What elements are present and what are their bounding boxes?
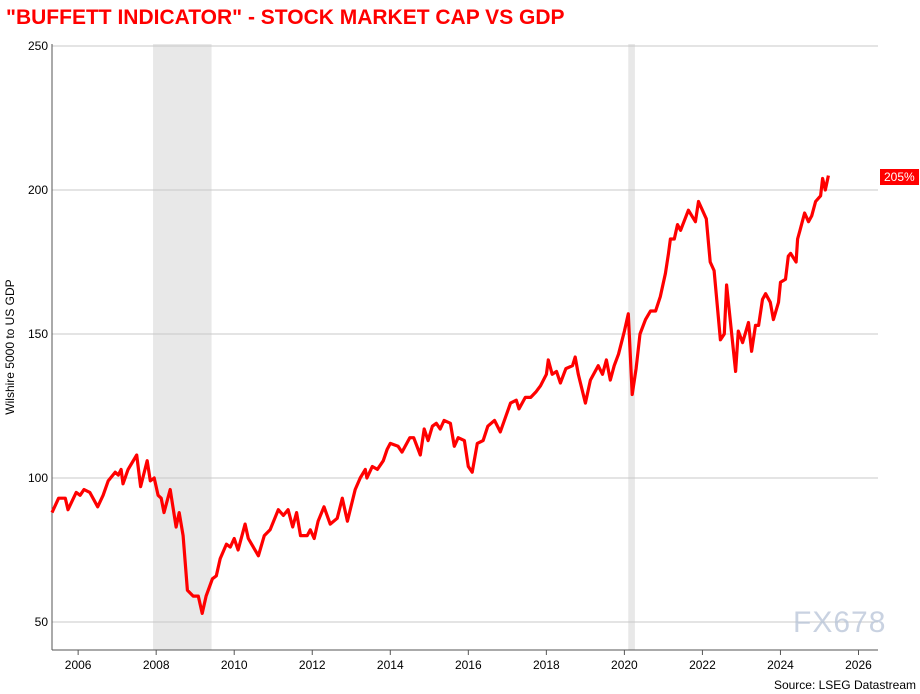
x-tick-label: 2024 [767,658,794,672]
y-tick-label: 200 [28,183,48,197]
x-tick-label: 2010 [221,658,248,672]
x-tick-label: 2008 [143,658,170,672]
recession-shading [153,44,635,650]
chart-title: "BUFFETT INDICATOR" - STOCK MARKET CAP V… [6,6,565,29]
x-tick-label: 2022 [689,658,716,672]
x-tick-label: 2016 [455,658,482,672]
axes [51,44,878,655]
y-axis-label: Wilshire 5000 to US GDP [3,279,17,415]
x-tick-label: 2018 [533,658,560,672]
x-tick-label: 2020 [611,658,638,672]
x-tick-label: 2006 [65,658,92,672]
watermark-logo: FX678 [793,606,887,639]
y-tick-label: 150 [28,327,48,341]
x-tick-label: 2012 [299,658,326,672]
recession-band [628,44,635,650]
y-tick-label: 100 [28,471,48,485]
source-note: Source: LSEG Datastream [773,678,916,692]
tick-labels: 50 100 150 200 250 2006 2008 2010 2012 2014 2016 20… [28,39,872,672]
y-tick-label: 50 [35,615,49,629]
recession-band [153,44,212,650]
y-tick-label: 250 [28,39,48,53]
series-line [50,175,830,615]
series-lines [50,175,830,615]
last-value-badge: 205% [880,169,919,185]
x-tick-label: 2026 [845,658,872,672]
x-tick-label: 2014 [377,658,404,672]
